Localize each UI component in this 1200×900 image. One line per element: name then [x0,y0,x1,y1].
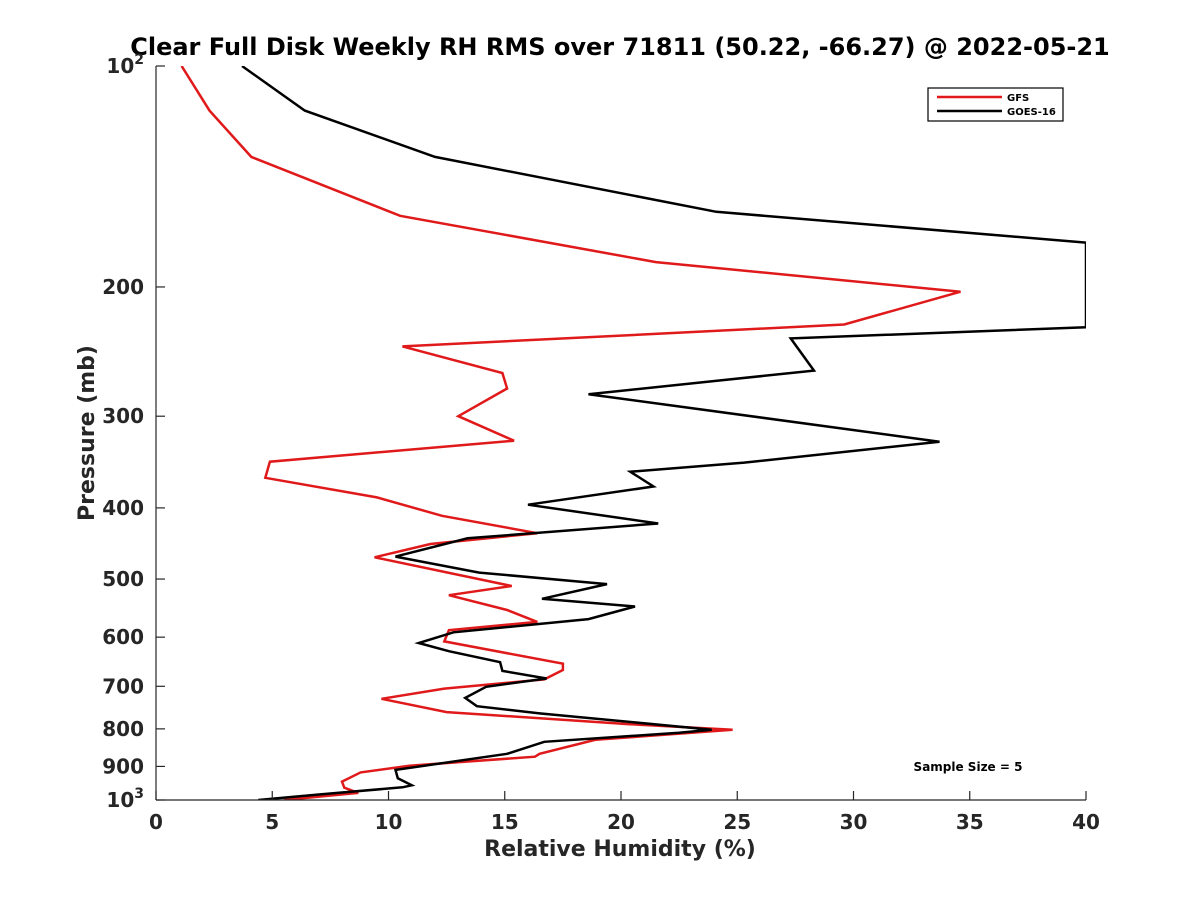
legend-box [927,87,1064,122]
y-tick-label: 600 [102,625,144,649]
x-axis-label: Relative Humidity (%) [484,837,756,862]
y-tick-label: 300 [102,404,144,428]
x-tick-label: 25 [723,810,751,834]
x-tick-label: 20 [607,810,635,834]
series-line-gfs [180,66,961,800]
y-tick-label: 500 [102,567,144,591]
x-tick-label: 40 [1072,810,1100,834]
ticks-layer: 0 5 10 15 20 25 30 35 40 102 200 300 400 500 600 700 800… [102,52,1100,834]
y-tick-label: 200 [102,275,144,299]
y-tick-label: 700 [102,674,144,698]
x-tick-label: 5 [265,810,279,834]
legend: GFS GOES-16 [927,87,1064,122]
y-tick-label: 900 [102,754,144,778]
x-tick-label: 0 [149,810,163,834]
y-tick-label: 102 [106,52,144,78]
series-layer [180,66,1086,800]
legend-label-gfs: GFS [1007,93,1029,104]
y-tick-label: 400 [102,496,144,520]
x-tick-label: 30 [840,810,868,834]
x-tick-label: 15 [491,810,519,834]
legend-label-goes16: GOES-16 [1007,107,1056,118]
series-line-goes16 [241,66,1086,800]
y-tick-label: 103 [106,786,144,812]
x-tick-label: 35 [956,810,984,834]
y-axis-label: Pressure (mb) [75,345,100,521]
chart-title: Clear Full Disk Weekly RH RMS over 71811… [130,33,1110,61]
plot-area [156,66,1086,800]
x-tick-label: 10 [375,810,403,834]
y-tick-label: 800 [102,717,144,741]
sample-size-annotation: Sample Size = 5 [914,760,1023,774]
